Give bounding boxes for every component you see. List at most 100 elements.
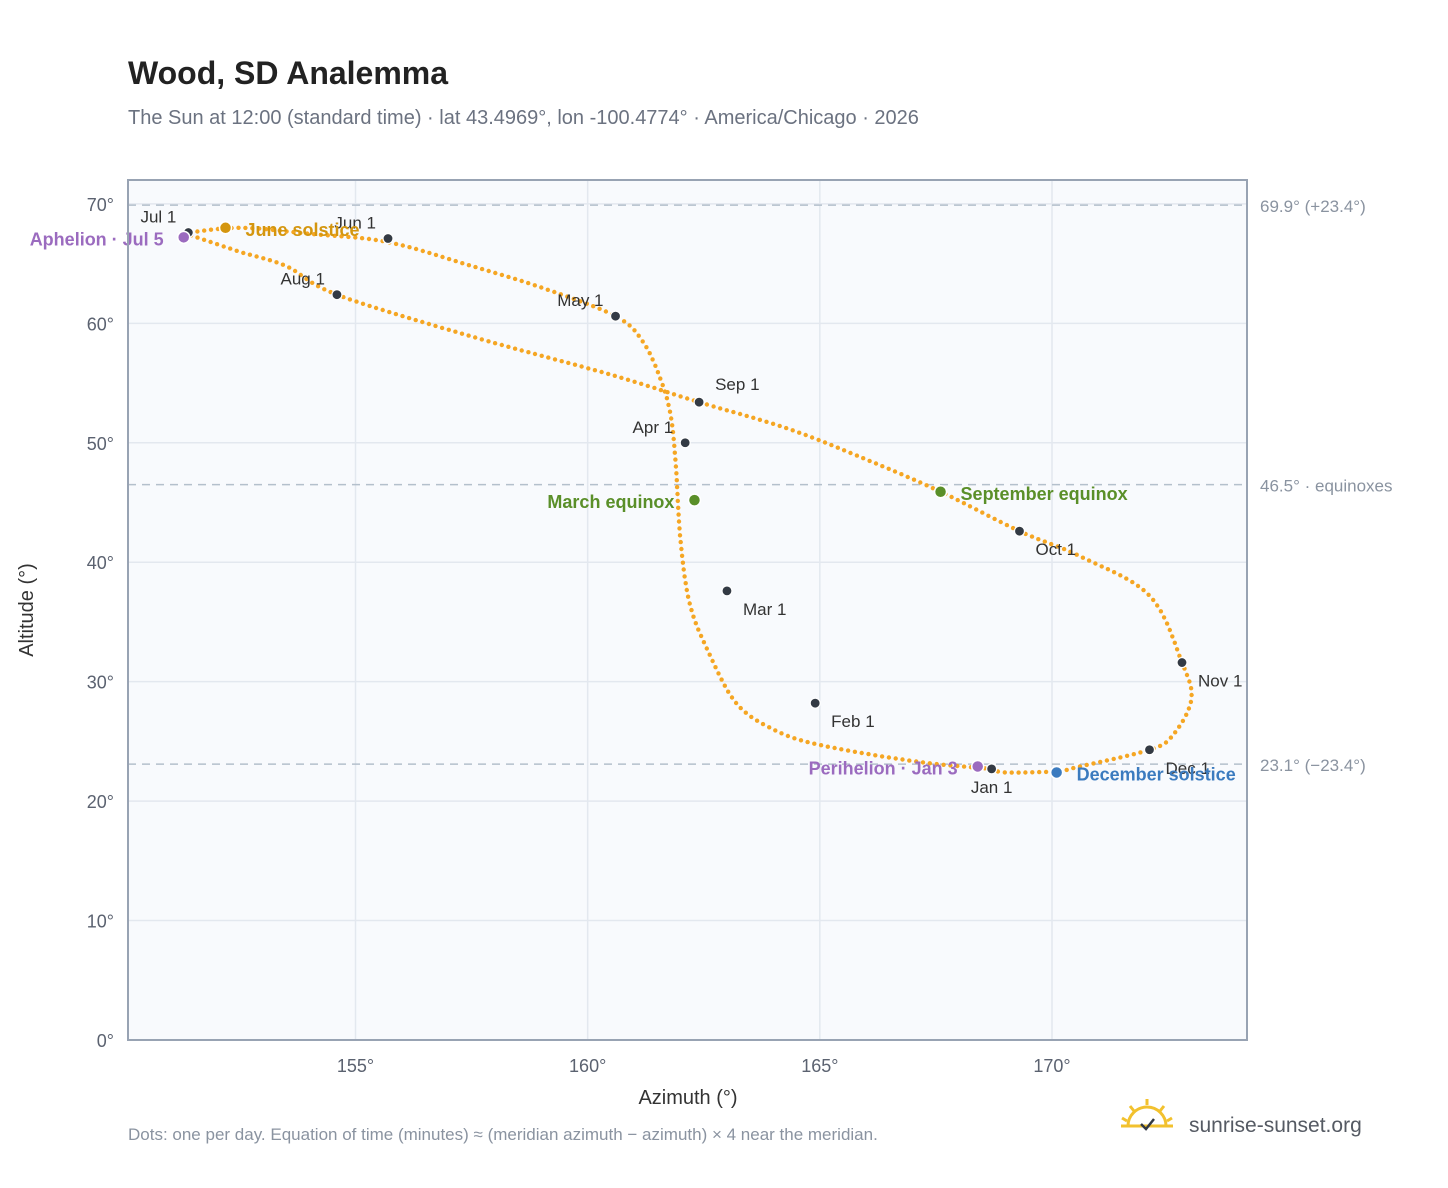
daily-dot [591,304,596,309]
daily-dot [698,633,704,639]
daily-dot [848,450,853,456]
y-tick-label: 30° [87,673,114,693]
daily-dot [459,331,465,336]
daily-dot [767,725,772,730]
daily-dot [347,297,353,302]
month-marker-label: Nov 1 [1198,672,1242,691]
y-axis-ticks: 0° 10° 20° 30° 40° 50° 60° 70° [87,195,114,1051]
daily-dot [1002,770,1007,775]
daily-dot [1105,567,1111,572]
daily-dot [835,445,840,450]
daily-dot [816,437,821,443]
event-marker-label: March equinox [547,492,674,512]
daily-dot [879,754,885,759]
daily-dot [687,601,692,606]
y-tick-label: 10° [87,912,114,932]
daily-dot [250,226,255,231]
daily-dot [671,436,676,442]
daily-dot [439,325,445,331]
daily-dot [640,339,645,344]
daily-dot [287,265,292,270]
daily-dot [586,366,591,371]
daily-dot [1098,759,1103,765]
daily-dot [546,355,551,360]
daily-dot [941,762,946,767]
daily-dot [676,519,682,524]
daily-dot [639,381,644,386]
daily-dot [420,248,425,254]
daily-dot [393,311,399,317]
month-marker-label: Jan 1 [971,778,1013,797]
daily-dot [373,237,378,243]
daily-dot [263,227,269,232]
sun-logo-icon [1121,1099,1173,1131]
daily-dot [228,246,233,251]
daily-dot [704,646,709,651]
daily-dot [208,227,214,232]
daily-dot [812,741,817,746]
daily-dot [861,456,866,461]
daily-dot [678,539,683,545]
daily-dot [718,406,723,411]
daily-dot [797,430,802,435]
daily-dot [899,472,904,477]
daily-dot [644,345,649,350]
y-axis-label: Altitude (°) [16,563,38,657]
month-marker-label: Oct 1 [1035,540,1076,559]
daily-dot [354,299,359,304]
daily-dot [486,339,491,344]
daily-dot [446,256,452,262]
daily-dot [479,337,484,342]
daily-dot [558,292,563,297]
daily-dot [900,757,905,762]
daily-dot [974,507,979,512]
daily-dot [679,546,684,552]
event-marker-dot [970,759,985,774]
daily-dot [261,256,266,261]
daily-dot [672,450,677,455]
daily-dot [866,751,871,757]
event-marker-dot [933,485,948,499]
daily-dot [980,510,985,515]
daily-dot [407,245,412,250]
daily-dot [367,303,372,309]
daily-dot [473,264,478,270]
month-marker-label: Dec 1 [1165,759,1209,778]
daily-dot [673,464,679,469]
daily-dot [606,371,611,377]
month-marker-dot [1013,525,1026,537]
daily-dot [675,498,680,504]
daily-dot [274,260,279,265]
event-marker-label: Aphelion · Jul 5 [30,229,164,249]
daily-dot [512,346,518,351]
footnote: Dots: one per day. Equation of time (min… [128,1125,878,1144]
daily-dot [689,607,694,613]
daily-dot [1177,724,1182,729]
daily-dot [346,234,351,240]
daily-dot [873,461,879,466]
daily-dot [658,387,664,393]
daily-dot [1077,764,1083,769]
daily-dot [1093,561,1098,566]
daily-dot [1187,679,1192,684]
x-tick-label: 160° [569,1056,606,1076]
daily-dot [1180,718,1186,724]
daily-dot [506,274,511,280]
y-tick-label: 50° [87,434,114,454]
daily-dot [433,252,439,258]
daily-dot [685,396,690,401]
daily-dot [839,747,844,752]
daily-dot [566,360,571,366]
daily-dot [677,526,682,531]
daily-dot [413,317,418,323]
daily-dot [1124,576,1129,581]
daily-dot [433,323,438,329]
daily-dot [920,760,926,765]
daily-dot [948,763,953,768]
daily-dot [1029,534,1035,539]
x-axis-ticks: 155° 160° 165° 170° [337,1056,1071,1076]
daily-dot [1111,570,1117,575]
daily-dot [1131,752,1137,757]
daily-dot [880,464,885,469]
y-tick-label: 70° [87,195,114,215]
